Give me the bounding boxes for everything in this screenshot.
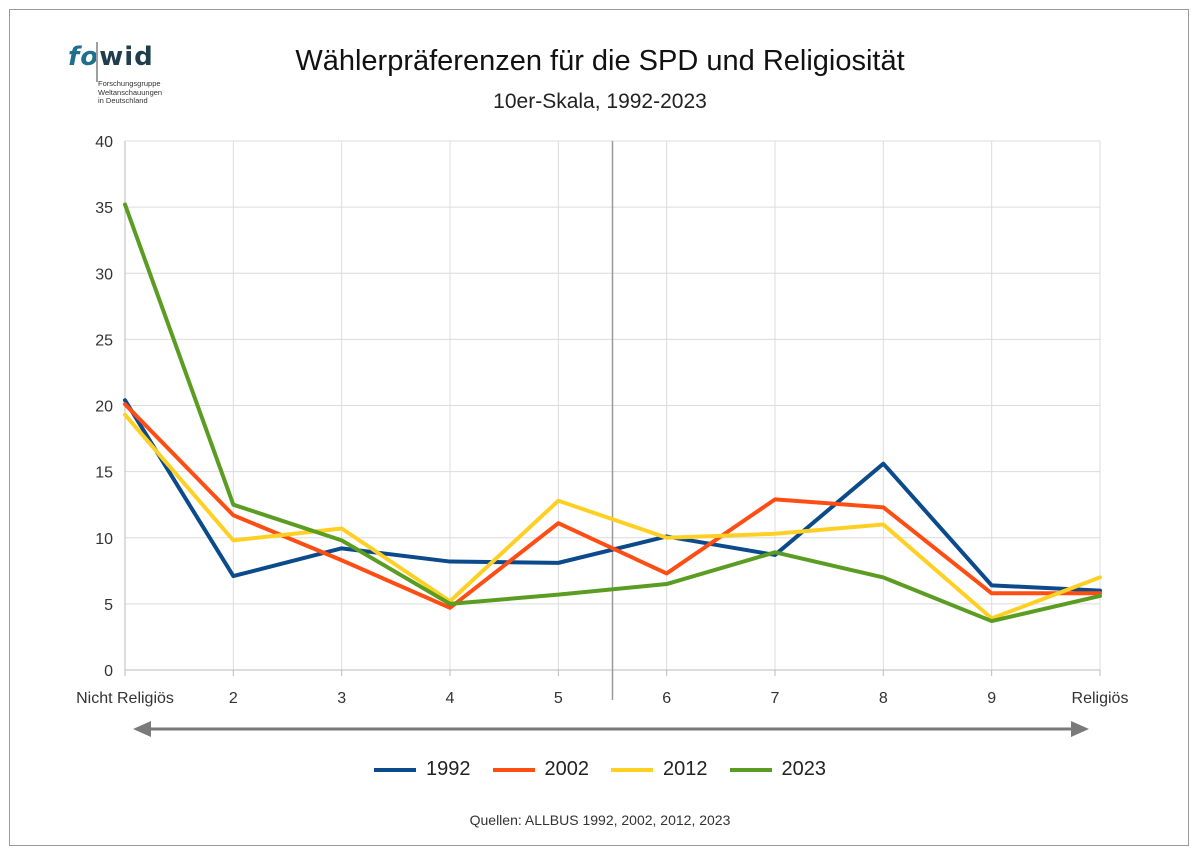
logo-subtitle: Forschungsgruppe Weltanschauungen in Deu… <box>98 79 188 106</box>
y-tick-label: 40 <box>95 134 113 151</box>
logo-sub-line3: in Deutschland <box>98 96 148 105</box>
x-tick-label: 6 <box>662 690 671 707</box>
x-tick-label: 4 <box>446 690 455 707</box>
logo-wordmark: fowid <box>68 42 154 72</box>
y-tick-label: 10 <box>95 531 113 548</box>
series-line-2023 <box>123 202 1102 624</box>
chart-subtitle: 10er-Skala, 1992-2023 <box>493 90 707 113</box>
y-tick-label: 15 <box>95 465 113 482</box>
legend-label: 2002 <box>544 758 590 780</box>
y-tick-label: 20 <box>95 399 113 416</box>
logo-sub-line2: Weltanschauungen <box>98 87 163 97</box>
legend-swatch <box>492 767 535 772</box>
legend-swatch <box>611 767 653 772</box>
x-tick-label: 5 <box>554 690 563 707</box>
legend-label: 2012 <box>663 758 708 780</box>
legend-item-1992: 1992 <box>374 758 471 781</box>
x-tick-label: 8 <box>879 690 888 707</box>
legend-swatch <box>729 767 772 772</box>
x-tick-label: 3 <box>337 690 346 707</box>
y-tick-label: 30 <box>95 266 113 283</box>
scale-arrow-left-head <box>133 721 151 737</box>
legend-item-2002: 2002 <box>492 758 590 781</box>
x-tick-label: Religiös <box>1072 690 1129 707</box>
scale-arrow-right-head <box>1071 721 1089 737</box>
x-tick-label: 9 <box>987 690 996 707</box>
logo-fo: fo <box>68 42 100 72</box>
logo-sub-line1: Forschungsgruppe <box>98 79 161 88</box>
legend-label: 2023 <box>781 758 827 780</box>
legend-swatch <box>374 767 416 772</box>
logo-wid: wid <box>99 42 154 72</box>
x-tick-label: Nicht Religiös <box>76 690 174 707</box>
y-tick-label: 5 <box>104 597 113 614</box>
logo-divider <box>96 42 98 82</box>
chart-title: Wählerpräferenzen für die SPD und Religi… <box>295 45 905 77</box>
x-tick-label: 2 <box>229 690 238 707</box>
series-line-2012 <box>123 412 1102 621</box>
y-tick-label: 35 <box>95 200 113 217</box>
legend-label: 1992 <box>426 758 471 780</box>
chart-frame <box>9 9 1189 846</box>
series-line-2002 <box>123 402 1102 610</box>
fowid-logo: fowid Forschungsgruppe Weltanschauungen … <box>68 42 178 112</box>
chart-legend: 1992 2002 2012 2023 <box>0 758 1200 781</box>
y-tick-label: 25 <box>95 332 113 349</box>
legend-item-2023: 2023 <box>729 758 827 781</box>
y-tick-label: 0 <box>104 663 113 680</box>
x-tick-label: 7 <box>771 690 780 707</box>
legend-item-2012: 2012 <box>611 758 708 781</box>
source-note: Quellen: ALLBUS 1992, 2002, 2012, 2023 <box>469 812 731 828</box>
